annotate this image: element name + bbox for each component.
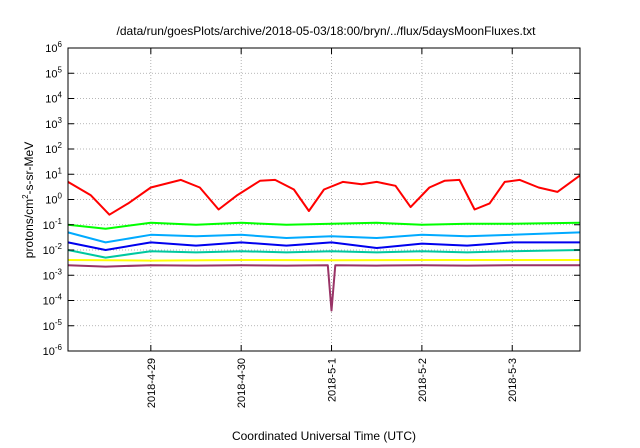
y-tick-base: 10 — [45, 68, 57, 80]
y-tick-base: 10 — [43, 270, 55, 282]
y-tick-exponent: -5 — [55, 318, 63, 327]
y-tick-label: 102 — [45, 141, 62, 156]
y-tick-base: 10 — [43, 245, 55, 257]
chart-title: /data/run/goesPlots/archive/2018-05-03/1… — [117, 24, 537, 38]
y-tick-label: 106 — [45, 40, 62, 55]
x-tick-label: 2018-5-1 — [327, 358, 339, 402]
y-tick-base: 10 — [43, 296, 55, 308]
series-line-6 — [67, 259, 580, 262]
y-tick-exponent: 4 — [58, 91, 63, 100]
y-tick-label: 10-5 — [43, 318, 63, 333]
y-tick-label: 100 — [45, 192, 62, 207]
series-line-7 — [67, 264, 580, 312]
y-tick-exponent: 6 — [58, 40, 63, 49]
y-tick-base: 10 — [45, 169, 57, 181]
y-tick-exponent: -4 — [55, 293, 63, 302]
y-tick-exponent: 0 — [58, 192, 63, 201]
y-tick-label: 101 — [45, 166, 62, 181]
y-axis-label: protons/cm2-s-sr-MeV — [21, 142, 36, 258]
y-tick-label: 10-4 — [43, 293, 63, 308]
y-tick-base: 10 — [45, 119, 57, 131]
series-layer — [67, 174, 581, 312]
grid — [68, 48, 580, 351]
x-tick-label: 2018-4-30 — [236, 358, 248, 408]
y-tick-label: 104 — [45, 91, 62, 106]
y-tick-base: 10 — [45, 195, 57, 207]
series-line-2 — [67, 221, 581, 230]
y-tick-exponent: -6 — [55, 343, 63, 352]
y-tick-label: 105 — [45, 65, 62, 80]
y-tick-base: 10 — [43, 220, 55, 232]
series-line-4 — [67, 241, 580, 251]
y-tick-exponent: -3 — [55, 267, 63, 276]
y-tick-base: 10 — [45, 43, 57, 55]
series-line-1 — [67, 174, 581, 216]
y-axis-label-suffix: -s-sr-MeV — [22, 142, 36, 195]
y-tick-base: 10 — [45, 144, 57, 156]
x-tick-labels: 2018-4-29 2018-4-30 2018-5-1 2018-5-2 2018-5… — [146, 358, 519, 408]
y-tick-base: 10 — [43, 321, 55, 333]
y-tick-exponent: -1 — [55, 217, 63, 226]
y-tick-label: 10-2 — [43, 242, 63, 257]
y-tick-exponent: -2 — [55, 242, 63, 251]
x-axis-label: Coordinated Universal Time (UTC) — [232, 429, 416, 443]
series-line-5 — [67, 249, 581, 259]
y-axis-label-prefix: protons/cm — [22, 199, 36, 258]
y-tick-label: 103 — [45, 116, 62, 131]
ticks — [68, 47, 580, 352]
y-tick-base: 10 — [43, 346, 55, 358]
y-tick-exponent: 1 — [58, 166, 63, 175]
y-tick-label: 10-6 — [43, 343, 63, 358]
y-tick-label: 10-1 — [43, 217, 63, 232]
x-tick-label: 2018-5-3 — [507, 358, 519, 402]
y-tick-base: 10 — [45, 94, 57, 106]
x-tick-label: 2018-5-2 — [417, 358, 429, 402]
y-tick-exponent: 5 — [58, 65, 63, 74]
y-axis-label-superscript: 2 — [21, 194, 30, 199]
series-line-3 — [67, 231, 581, 244]
y-tick-exponent: 3 — [58, 116, 63, 125]
y-tick-exponent: 2 — [58, 141, 63, 150]
y-tick-labels: 10610510410310210110010-110-210-310-410-… — [43, 40, 63, 358]
y-tick-label: 10-3 — [43, 267, 63, 282]
x-tick-label: 2018-4-29 — [146, 358, 158, 408]
